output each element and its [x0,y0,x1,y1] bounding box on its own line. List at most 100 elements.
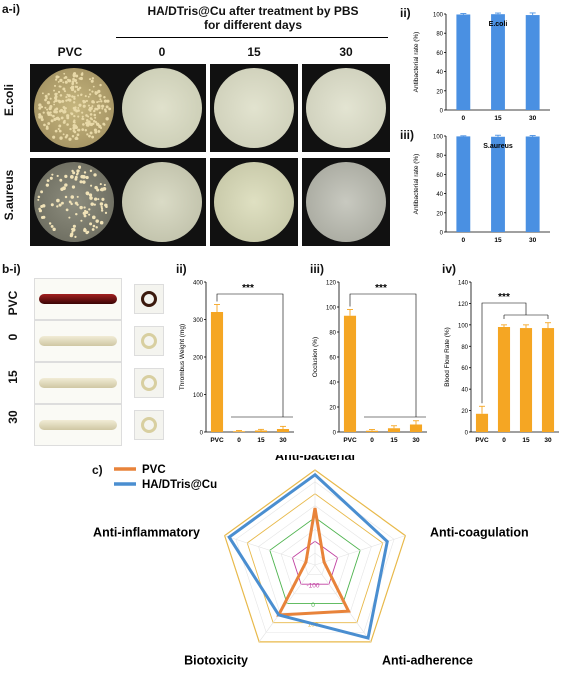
tube-row-label-15: 15 [6,370,20,384]
ring-photo-30 [134,410,164,440]
bar [276,429,290,432]
y-tick-label: 60 [461,366,468,372]
y-axis-label: Antibacterial rate (%) [413,154,420,215]
bar [519,328,533,432]
tube-photo-0 [34,320,122,362]
y-tick-label: 40 [436,192,443,198]
y-tick-label: 200 [193,356,204,362]
legend-label: PVC [142,464,166,476]
chart-title: E.coli [489,21,508,28]
radar-ring [246,493,384,624]
bar [525,15,540,110]
x-tick-label: 15 [494,237,502,244]
radar-ring-label: 0 [311,602,315,609]
panel-label-b-iv: iv) [442,262,457,276]
y-tick-label: 20 [436,211,443,217]
column-label-0: 0 [158,45,166,59]
y-tick-label: 0 [440,109,444,115]
column-label-30: 30 [339,45,353,59]
y-tick-label: 100 [458,323,469,329]
radar-ring [291,540,339,585]
radar-spoke [224,535,316,566]
chart-title: S.aureus [483,143,513,150]
chart-c-radar: -1000100Anti-bacterialAnti-coagulationAn… [93,455,529,668]
petri-dish-saureus-30 [302,158,390,246]
bar [475,413,489,432]
x-tick-label: 15 [390,437,398,444]
bar [491,14,505,110]
y-tick-label: 80 [461,345,468,351]
y-tick-label: 40 [461,388,468,394]
x-tick-label: 15 [522,437,530,444]
x-tick-label: 15 [494,115,502,122]
radar-outer-ring [223,469,407,643]
y-tick-label: 0 [440,231,444,237]
bar [343,315,357,432]
column-label-15: 15 [247,45,261,59]
y-tick-label: 60 [329,356,336,362]
ring-photo-0 [134,326,164,356]
y-tick-label: 120 [458,302,469,308]
petri-dish-ecoli-30 [302,64,390,152]
y-tick-label: 400 [193,281,204,287]
y-tick-label: 0 [465,431,469,437]
bar [254,430,268,432]
petri-dish-saureus-0 [118,158,206,246]
petri-dish-ecoli-15 [210,64,298,152]
bar [456,14,471,111]
radar-spoke [314,535,406,566]
y-axis-label: Antibacterial rate (%) [413,32,420,93]
chart-b-iv: 0 20 40 60 80 100 120 140 PVC 0 15 30 Blood Flow Rat… [444,281,559,444]
panel-label-c: c) [92,463,103,477]
radar-axis-label: Biotoxicity [184,654,248,668]
row-label-ecoli: E.coli [2,84,16,117]
radar-ring-label: -100 [306,582,319,589]
panel-label-b-iii: iii) [310,262,324,276]
radar-series-pvc [276,507,351,617]
y-tick-label: 40 [436,70,443,76]
y-tick-label: 20 [436,89,443,95]
y-tick-label: 40 [329,381,336,387]
x-tick-label: 15 [257,437,265,444]
header-line-1: HA/DTris@Cu after treatment by PBS [147,4,359,18]
tube-photo-15 [34,362,122,404]
radar-axis-label: Anti-coagulation [430,526,529,540]
significance-stars: *** [375,283,387,294]
chart-b-iii: 0 20 40 60 80 100 120 PVC 0 15 30 Occlusion (%) *** [312,281,427,444]
tube-photo-pvc [34,278,122,320]
x-tick-label: PVC [475,437,489,444]
header-underline [116,37,388,38]
bar [456,136,471,232]
y-tick-label: 0 [333,431,337,437]
radar-ring [269,516,361,604]
x-tick-label: 0 [462,237,466,244]
y-tick-label: 20 [329,406,336,412]
panel-label-b-ii: ii) [176,262,187,276]
y-axis-label: Occlusion (%) [312,337,319,377]
radar-axis-label: Anti-adherence [382,654,473,668]
tube-photo-30 [34,404,122,446]
y-tick-label: 300 [193,318,204,324]
y-tick-label: 120 [326,281,337,287]
ring-photo-15 [134,368,164,398]
significance-bracket [349,293,417,417]
radar-spoke [314,564,372,643]
bar [232,431,246,432]
radar-spoke [258,564,316,643]
petri-dish-ecoli-0 [118,64,206,152]
x-tick-label: PVC [343,437,357,444]
bar [497,327,511,432]
x-tick-label: 0 [462,115,466,122]
significance-stars: *** [242,283,254,294]
chart-a-ii: 0 20 40 60 80 100 0 15 30 Antibacterial rate (%) E… [413,12,550,122]
x-tick-label: 0 [502,437,506,444]
radar-series-ha-dtris-cu [227,472,389,640]
panel-label-a-i: a-i) [2,2,20,16]
y-axis-label: Blood Flow Rate (%) [444,327,451,387]
y-tick-label: 60 [436,51,443,57]
y-tick-label: 100 [433,135,444,141]
y-tick-label: 100 [326,306,337,312]
y-tick-label: 20 [461,409,468,415]
panel-label-a-ii: ii) [400,6,411,20]
x-tick-label: 30 [529,237,537,244]
